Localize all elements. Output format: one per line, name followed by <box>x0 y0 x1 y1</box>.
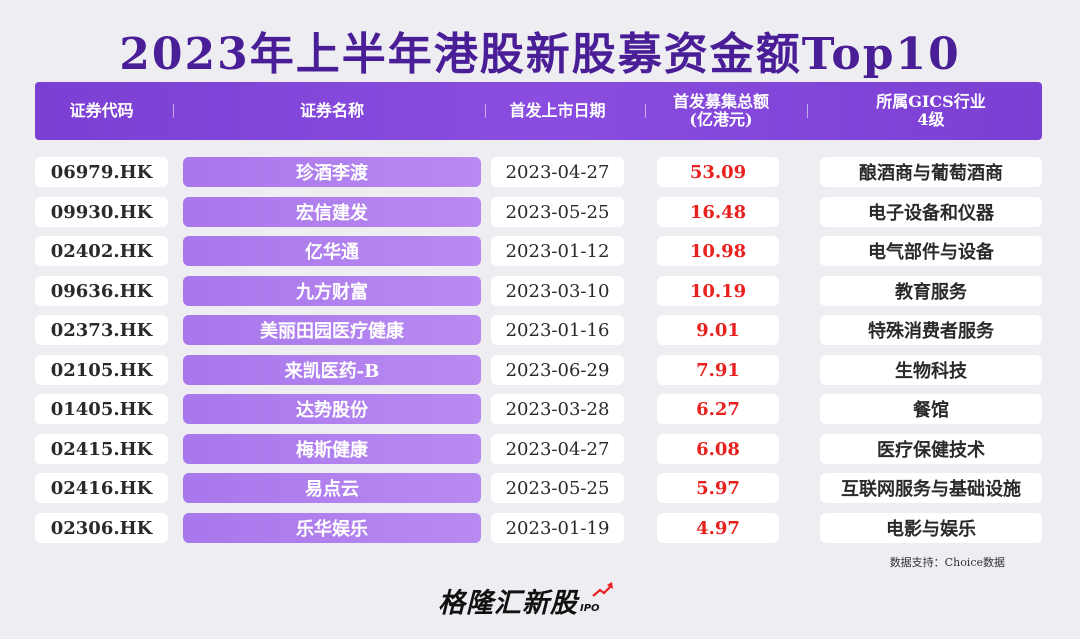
table-row: 02415.HK 梅斯健康 2023-04-27 6.08 医疗保健技术 <box>0 434 1080 464</box>
listing-date-cell: 2023-05-25 <box>491 197 624 227</box>
header-divider <box>807 104 808 118</box>
header-code: 证券代码 <box>69 101 134 120</box>
industry-cell: 电子设备和仪器 <box>820 197 1042 227</box>
industry-cell: 电影与娱乐 <box>820 513 1042 543</box>
security-name-cell: 来凯医药-B <box>183 355 481 385</box>
table-row: 06979.HK 珍酒李渡 2023-04-27 53.09 酿酒商与葡萄酒商 <box>0 157 1080 187</box>
header-date: 首发上市日期 <box>509 101 606 120</box>
table-header: 证券代码 证券名称 首发上市日期 首发募集总额 (亿港元) 所属GICS行业 4… <box>35 82 1042 140</box>
data-source-note: 数据支持：Choice数据 <box>889 556 1005 569</box>
security-code-cell: 02105.HK <box>35 355 168 385</box>
table-row: 02402.HK 亿华通 2023-01-12 10.98 电气部件与设备 <box>0 236 1080 266</box>
industry-cell: 生物科技 <box>820 355 1042 385</box>
security-code-cell: 09930.HK <box>35 197 168 227</box>
amount-cell: 10.98 <box>657 236 779 266</box>
amount-cell: 5.97 <box>657 473 779 503</box>
header-amount: 首发募集总额 (亿港元) <box>672 92 769 129</box>
table-row: 02105.HK 来凯医药-B 2023-06-29 7.91 生物科技 <box>0 355 1080 385</box>
amount-cell: 7.91 <box>657 355 779 385</box>
amount-cell: 6.27 <box>657 394 779 424</box>
security-code-cell: 09636.HK <box>35 276 168 306</box>
table-row: 02306.HK 乐华娱乐 2023-01-19 4.97 电影与娱乐 <box>0 513 1080 543</box>
industry-cell: 酿酒商与葡萄酒商 <box>820 157 1042 187</box>
industry-cell: 特殊消费者服务 <box>820 315 1042 345</box>
table-row: 02416.HK 易点云 2023-05-25 5.97 互联网服务与基础设施 <box>0 473 1080 503</box>
amount-cell: 9.01 <box>657 315 779 345</box>
industry-cell: 电气部件与设备 <box>820 236 1042 266</box>
amount-cell: 53.09 <box>657 157 779 187</box>
trend-arrow-icon <box>592 582 613 597</box>
amount-cell: 10.19 <box>657 276 779 306</box>
security-name-cell: 梅斯健康 <box>183 434 481 464</box>
listing-date-cell: 2023-05-25 <box>491 473 624 503</box>
security-code-cell: 02373.HK <box>35 315 168 345</box>
security-name-cell: 易点云 <box>183 473 481 503</box>
security-name-cell: 珍酒李渡 <box>183 157 481 187</box>
security-name-cell: 达势股份 <box>183 394 481 424</box>
listing-date-cell: 2023-01-19 <box>491 513 624 543</box>
listing-date-cell: 2023-04-27 <box>491 157 624 187</box>
security-name-cell: 九方财富 <box>183 276 481 306</box>
listing-date-cell: 2023-03-10 <box>491 276 624 306</box>
listing-date-cell: 2023-01-16 <box>491 315 624 345</box>
page-title: 2023年上半年港股新股募资金额Top10 <box>119 29 961 80</box>
logo-ipo-text: IPO <box>580 603 600 614</box>
industry-cell: 教育服务 <box>820 276 1042 306</box>
security-code-cell: 02416.HK <box>35 473 168 503</box>
header-name: 证券名称 <box>299 101 364 120</box>
security-code-cell: 02306.HK <box>35 513 168 543</box>
security-name-cell: 美丽田园医疗健康 <box>183 315 481 345</box>
listing-date-cell: 2023-06-29 <box>491 355 624 385</box>
industry-cell: 医疗保健技术 <box>820 434 1042 464</box>
listing-date-cell: 2023-01-12 <box>491 236 624 266</box>
table-row: 01405.HK 达势股份 2023-03-28 6.27 餐馆 <box>0 394 1080 424</box>
security-name-cell: 亿华通 <box>183 236 481 266</box>
table-row: 02373.HK 美丽田园医疗健康 2023-01-16 9.01 特殊消费者服务 <box>0 315 1080 345</box>
brand-logo: 格隆汇新股 IPO <box>438 580 613 620</box>
header-industry: 所属GICS行业 4级 <box>876 92 986 129</box>
logo-text: 格隆汇新股 <box>438 588 578 619</box>
table-row: 09930.HK 宏信建发 2023-05-25 16.48 电子设备和仪器 <box>0 197 1080 227</box>
security-code-cell: 06979.HK <box>35 157 168 187</box>
amount-cell: 4.97 <box>657 513 779 543</box>
listing-date-cell: 2023-04-27 <box>491 434 624 464</box>
amount-cell: 16.48 <box>657 197 779 227</box>
security-code-cell: 01405.HK <box>35 394 168 424</box>
listing-date-cell: 2023-03-28 <box>491 394 624 424</box>
header-divider <box>485 104 486 118</box>
security-name-cell: 乐华娱乐 <box>183 513 481 543</box>
header-divider <box>173 104 174 118</box>
industry-cell: 互联网服务与基础设施 <box>820 473 1042 503</box>
amount-cell: 6.08 <box>657 434 779 464</box>
security-name-cell: 宏信建发 <box>183 197 481 227</box>
table-row: 09636.HK 九方财富 2023-03-10 10.19 教育服务 <box>0 276 1080 306</box>
header-divider <box>645 104 646 118</box>
industry-cell: 餐馆 <box>820 394 1042 424</box>
security-code-cell: 02402.HK <box>35 236 168 266</box>
security-code-cell: 02415.HK <box>35 434 168 464</box>
